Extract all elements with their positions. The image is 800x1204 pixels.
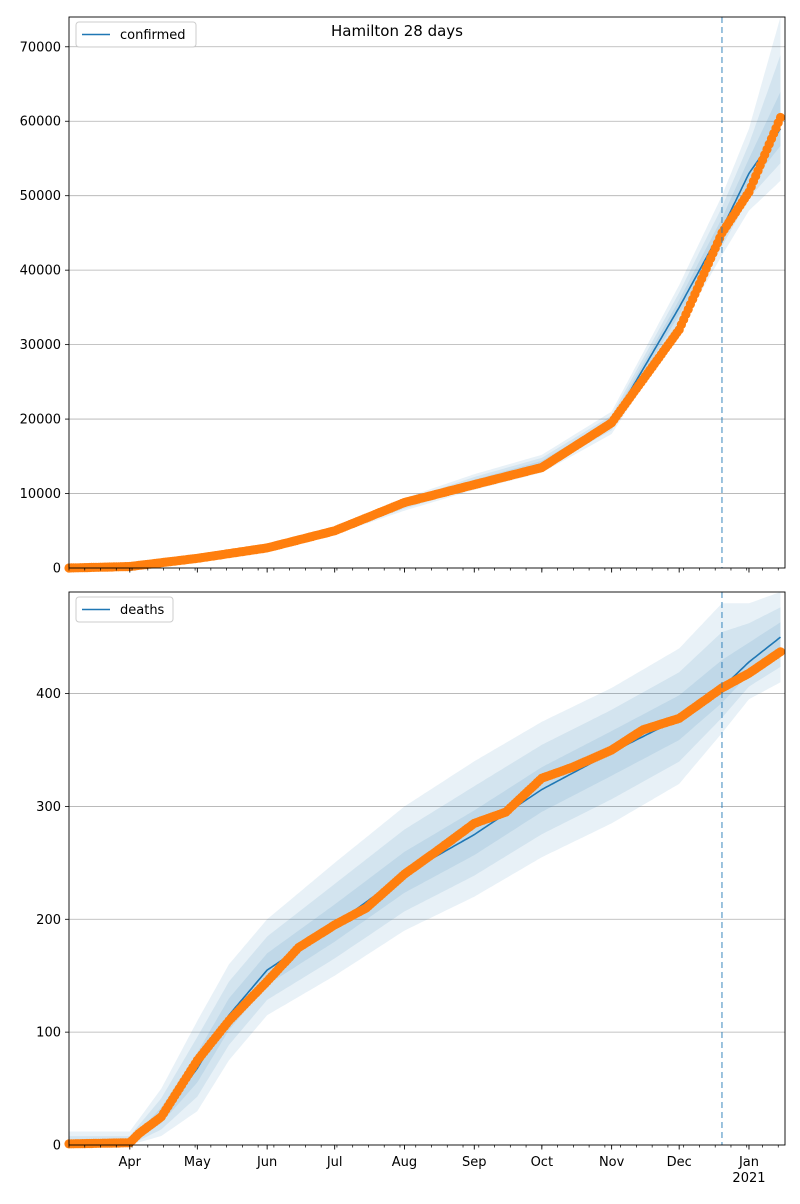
legend-label: confirmed bbox=[120, 28, 186, 43]
deaths-panel: 0 100 200 300 400 deaths Apr May Jun Jul Aug Sep Oct… bbox=[36, 591, 786, 1186]
legend: deaths bbox=[75, 596, 174, 623]
legend: confirmed bbox=[75, 21, 197, 48]
legend-box bbox=[75, 596, 174, 623]
y-tick-label: 30000 bbox=[20, 338, 61, 353]
x-tick-label: Oct bbox=[531, 1155, 553, 1170]
observed-points bbox=[64, 647, 786, 1149]
y-tick-label: 70000 bbox=[20, 40, 61, 55]
uncertainty-band bbox=[69, 607, 781, 1145]
confirmed-panel: 0 10000 20000 30000 40000 50000 60000 70000 conf… bbox=[20, 16, 786, 577]
y-tick-label: 0 bbox=[53, 562, 61, 577]
x-tick-label: Jun bbox=[256, 1155, 277, 1170]
x-tick-label: May bbox=[184, 1155, 211, 1170]
chart-title: Hamilton 28 days bbox=[331, 22, 463, 40]
x-tick-label: Apr bbox=[119, 1155, 142, 1170]
x-tick-label: Nov bbox=[599, 1155, 625, 1170]
axes-frame bbox=[68, 16, 786, 569]
y-tick-label: 50000 bbox=[20, 189, 61, 204]
observed-point bbox=[775, 112, 786, 123]
y-tick-label: 100 bbox=[36, 1026, 61, 1041]
observed-point bbox=[775, 647, 786, 657]
y-tick-label: 40000 bbox=[20, 264, 61, 279]
y-tick-label: 300 bbox=[36, 800, 61, 815]
x-tick-label: Jan bbox=[738, 1155, 759, 1170]
legend-box bbox=[75, 21, 197, 48]
y-tick-label: 20000 bbox=[20, 413, 61, 428]
y-tick-label: 60000 bbox=[20, 115, 61, 130]
axes-frame bbox=[68, 591, 786, 1146]
y-tick-label: 200 bbox=[36, 913, 61, 928]
x-tick-label: Dec bbox=[667, 1155, 692, 1170]
y-tick-label: 0 bbox=[53, 1139, 61, 1154]
y-tick-label: 10000 bbox=[20, 487, 61, 502]
observed-points bbox=[64, 112, 786, 573]
x-tick-label: Sep bbox=[462, 1155, 487, 1170]
legend-label: deaths bbox=[120, 603, 165, 618]
x-tick-label: Aug bbox=[392, 1155, 417, 1170]
y-tick-label: 400 bbox=[36, 687, 61, 702]
x-tick-year-label: 2021 bbox=[732, 1171, 765, 1186]
x-tick-label: Jul bbox=[326, 1155, 343, 1170]
